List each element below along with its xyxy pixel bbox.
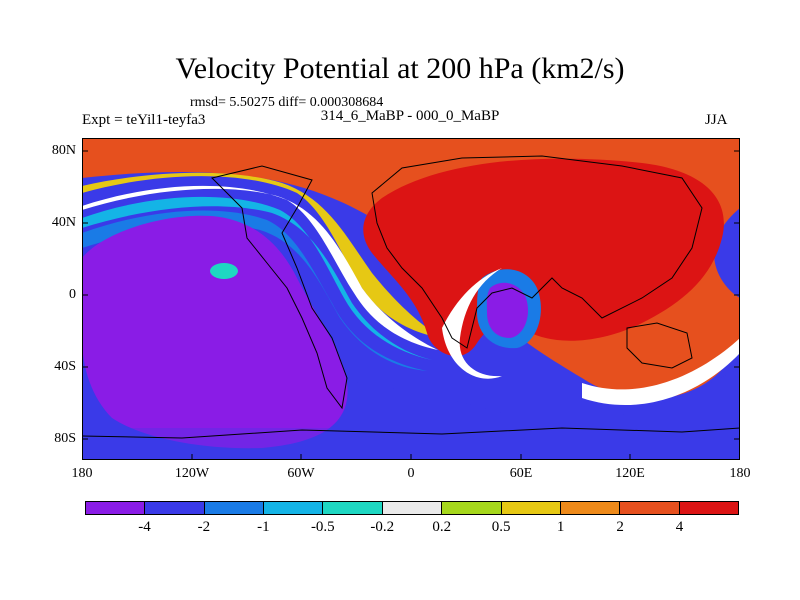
colorbar-swatch	[559, 502, 620, 514]
colorbar-label: -2	[197, 519, 211, 535]
colorbar-label: 0.2	[432, 519, 452, 535]
chart-title: Velocity Potential at 200 hPa (km2/s)	[175, 52, 625, 85]
colorbar-swatch	[381, 502, 442, 514]
colorbar-labels: -4 -2 -1 -0.5 -0.2 0.2 0.5 1 2 4	[85, 519, 739, 539]
colorbar-label: 4	[675, 519, 684, 535]
lat-tick-label: 80N	[51, 143, 76, 158]
colorbar	[85, 501, 739, 515]
lon-tick-label: 120E	[615, 466, 645, 481]
colorbar-label: 0.5	[491, 519, 511, 535]
lon-tick-label: 0	[407, 466, 415, 481]
lon-tick-label: 60W	[287, 466, 315, 481]
colorbar-swatch	[500, 502, 560, 514]
lon-tick-label: 60E	[509, 466, 533, 481]
colorbar-swatch	[441, 502, 501, 514]
lat-tick-label: 80S	[54, 431, 76, 446]
colorbar-swatch	[263, 502, 323, 514]
experiment-label: Expt = teYil1-teyfa3	[82, 112, 206, 128]
velocity-potential-map	[82, 138, 740, 460]
colorbar-swatch	[203, 502, 264, 514]
lat-tick-label: 40S	[54, 359, 76, 374]
season-label: JJA	[705, 112, 728, 128]
colorbar-label: -0.5	[310, 519, 335, 535]
lat-tick-label: 40N	[51, 215, 76, 230]
stats-label: rmsd= 5.50275 diff= 0.000308684	[190, 95, 384, 110]
colorbar-swatch	[619, 502, 679, 514]
colorbar-label: 1	[556, 519, 565, 535]
lon-tick-label: 180	[729, 466, 751, 481]
lon-tick-label: 120W	[174, 466, 210, 481]
colorbar-swatch	[86, 502, 145, 514]
lat-tick-label: 0	[69, 287, 76, 302]
colorbar-label: -4	[138, 519, 151, 535]
comparison-label: 314_6_MaBP - 000_0_MaBP	[320, 108, 500, 124]
colorbar-label: -0.2	[370, 519, 395, 535]
colorbar-swatch	[144, 502, 204, 514]
lon-tick-label: 180	[71, 466, 93, 481]
colorbar-swatch	[678, 502, 738, 514]
colorbar-label: -1	[257, 519, 270, 535]
colorbar-label: 2	[616, 519, 624, 535]
colorbar-swatch	[322, 502, 382, 514]
